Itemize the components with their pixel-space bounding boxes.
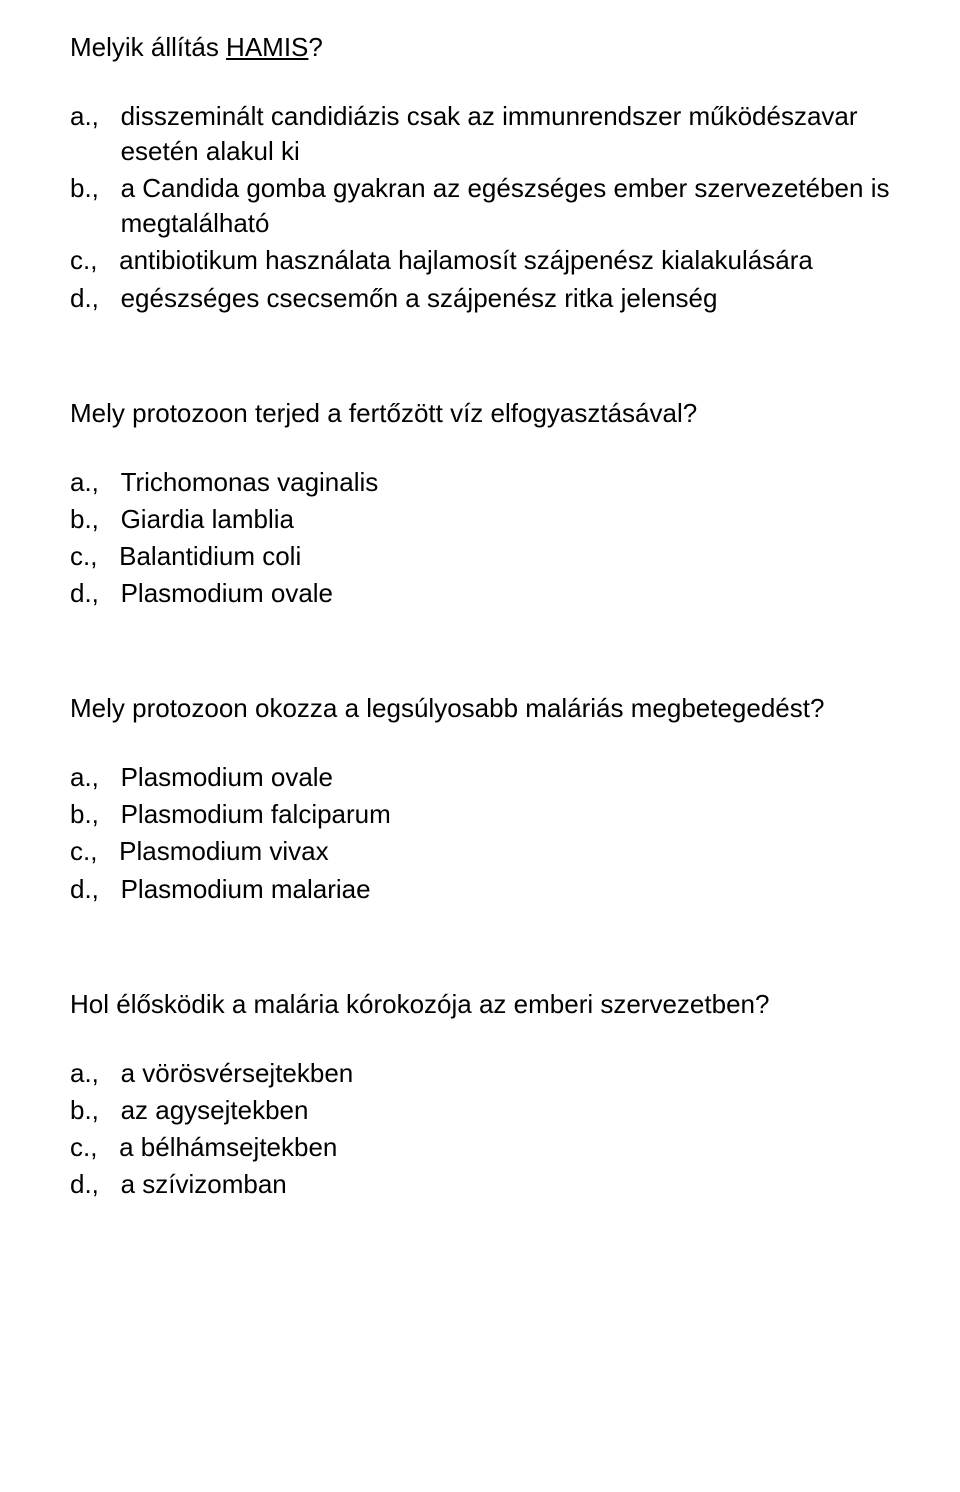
- option-label: c.,: [70, 243, 119, 278]
- option-row: d., Plasmodium ovale: [70, 576, 900, 611]
- question-block: Hol élősködik a malária kórokozója az em…: [70, 987, 900, 1202]
- option-text: Plasmodium vivax: [119, 834, 329, 869]
- option-row: d., a szívizomban: [70, 1167, 900, 1202]
- option-text: egészséges csecsemőn a szájpenész ritka …: [121, 281, 718, 316]
- option-row: a., Plasmodium ovale: [70, 760, 900, 795]
- option-text: Giardia lamblia: [121, 502, 294, 537]
- option-label: b.,: [70, 171, 121, 241]
- option-row: c., Plasmodium vivax: [70, 834, 900, 869]
- option-row: b., Plasmodium falciparum: [70, 797, 900, 832]
- option-label: b.,: [70, 502, 121, 537]
- option-label: b.,: [70, 797, 121, 832]
- question-block: Mely protozoon terjed a fertőzött víz el…: [70, 396, 900, 611]
- option-text: Plasmodium ovale: [121, 760, 333, 795]
- option-row: d., Plasmodium malariae: [70, 872, 900, 907]
- question-block: Melyik állítás HAMIS? a., disszeminált c…: [70, 30, 900, 316]
- option-label: a.,: [70, 760, 121, 795]
- option-row: b., az agysejtekben: [70, 1093, 900, 1128]
- option-label: c.,: [70, 834, 119, 869]
- question-prompt: Mely protozoon terjed a fertőzött víz el…: [70, 396, 900, 431]
- option-label: d.,: [70, 281, 121, 316]
- option-text: antibiotikum használata hajlamosít szájp…: [119, 243, 813, 278]
- option-label: c.,: [70, 1130, 119, 1165]
- option-label: d.,: [70, 1167, 121, 1202]
- option-row: a., Trichomonas vaginalis: [70, 465, 900, 500]
- option-row: b., Giardia lamblia: [70, 502, 900, 537]
- option-text: a vörösvérsejtekben: [121, 1056, 354, 1091]
- prompt-underlined: HAMIS: [226, 32, 308, 62]
- option-text: az agysejtekben: [121, 1093, 309, 1128]
- option-label: a.,: [70, 1056, 121, 1091]
- option-label: d.,: [70, 872, 121, 907]
- option-label: d.,: [70, 576, 121, 611]
- option-row: c., antibiotikum használata hajlamosít s…: [70, 243, 900, 278]
- option-text: Plasmodium ovale: [121, 576, 333, 611]
- option-label: c.,: [70, 539, 119, 574]
- question-prompt: Mely protozoon okozza a legsúlyosabb mal…: [70, 691, 900, 726]
- option-label: a.,: [70, 99, 121, 169]
- option-text: Balantidium coli: [119, 539, 301, 574]
- option-label: a.,: [70, 465, 121, 500]
- option-row: a., a vörösvérsejtekben: [70, 1056, 900, 1091]
- option-text: Plasmodium falciparum: [121, 797, 391, 832]
- option-text: disszeminált candidiázis csak az immunre…: [121, 99, 900, 169]
- option-label: b.,: [70, 1093, 121, 1128]
- option-row: c., Balantidium coli: [70, 539, 900, 574]
- option-text: a Candida gomba gyakran az egészséges em…: [121, 171, 900, 241]
- prompt-suffix: ?: [308, 32, 322, 62]
- prompt-prefix: Melyik állítás: [70, 32, 226, 62]
- question-prompt: Hol élősködik a malária kórokozója az em…: [70, 987, 900, 1022]
- option-text: a szívizomban: [121, 1167, 287, 1202]
- option-row: b., a Candida gomba gyakran az egészsége…: [70, 171, 900, 241]
- option-text: Trichomonas vaginalis: [121, 465, 379, 500]
- question-prompt: Melyik állítás HAMIS?: [70, 30, 900, 65]
- option-row: a., disszeminált candidiázis csak az imm…: [70, 99, 900, 169]
- option-text: Plasmodium malariae: [121, 872, 371, 907]
- option-text: a bélhámsejtekben: [119, 1130, 337, 1165]
- option-row: d., egészséges csecsemőn a szájpenész ri…: [70, 281, 900, 316]
- question-block: Mely protozoon okozza a legsúlyosabb mal…: [70, 691, 900, 906]
- option-row: c., a bélhámsejtekben: [70, 1130, 900, 1165]
